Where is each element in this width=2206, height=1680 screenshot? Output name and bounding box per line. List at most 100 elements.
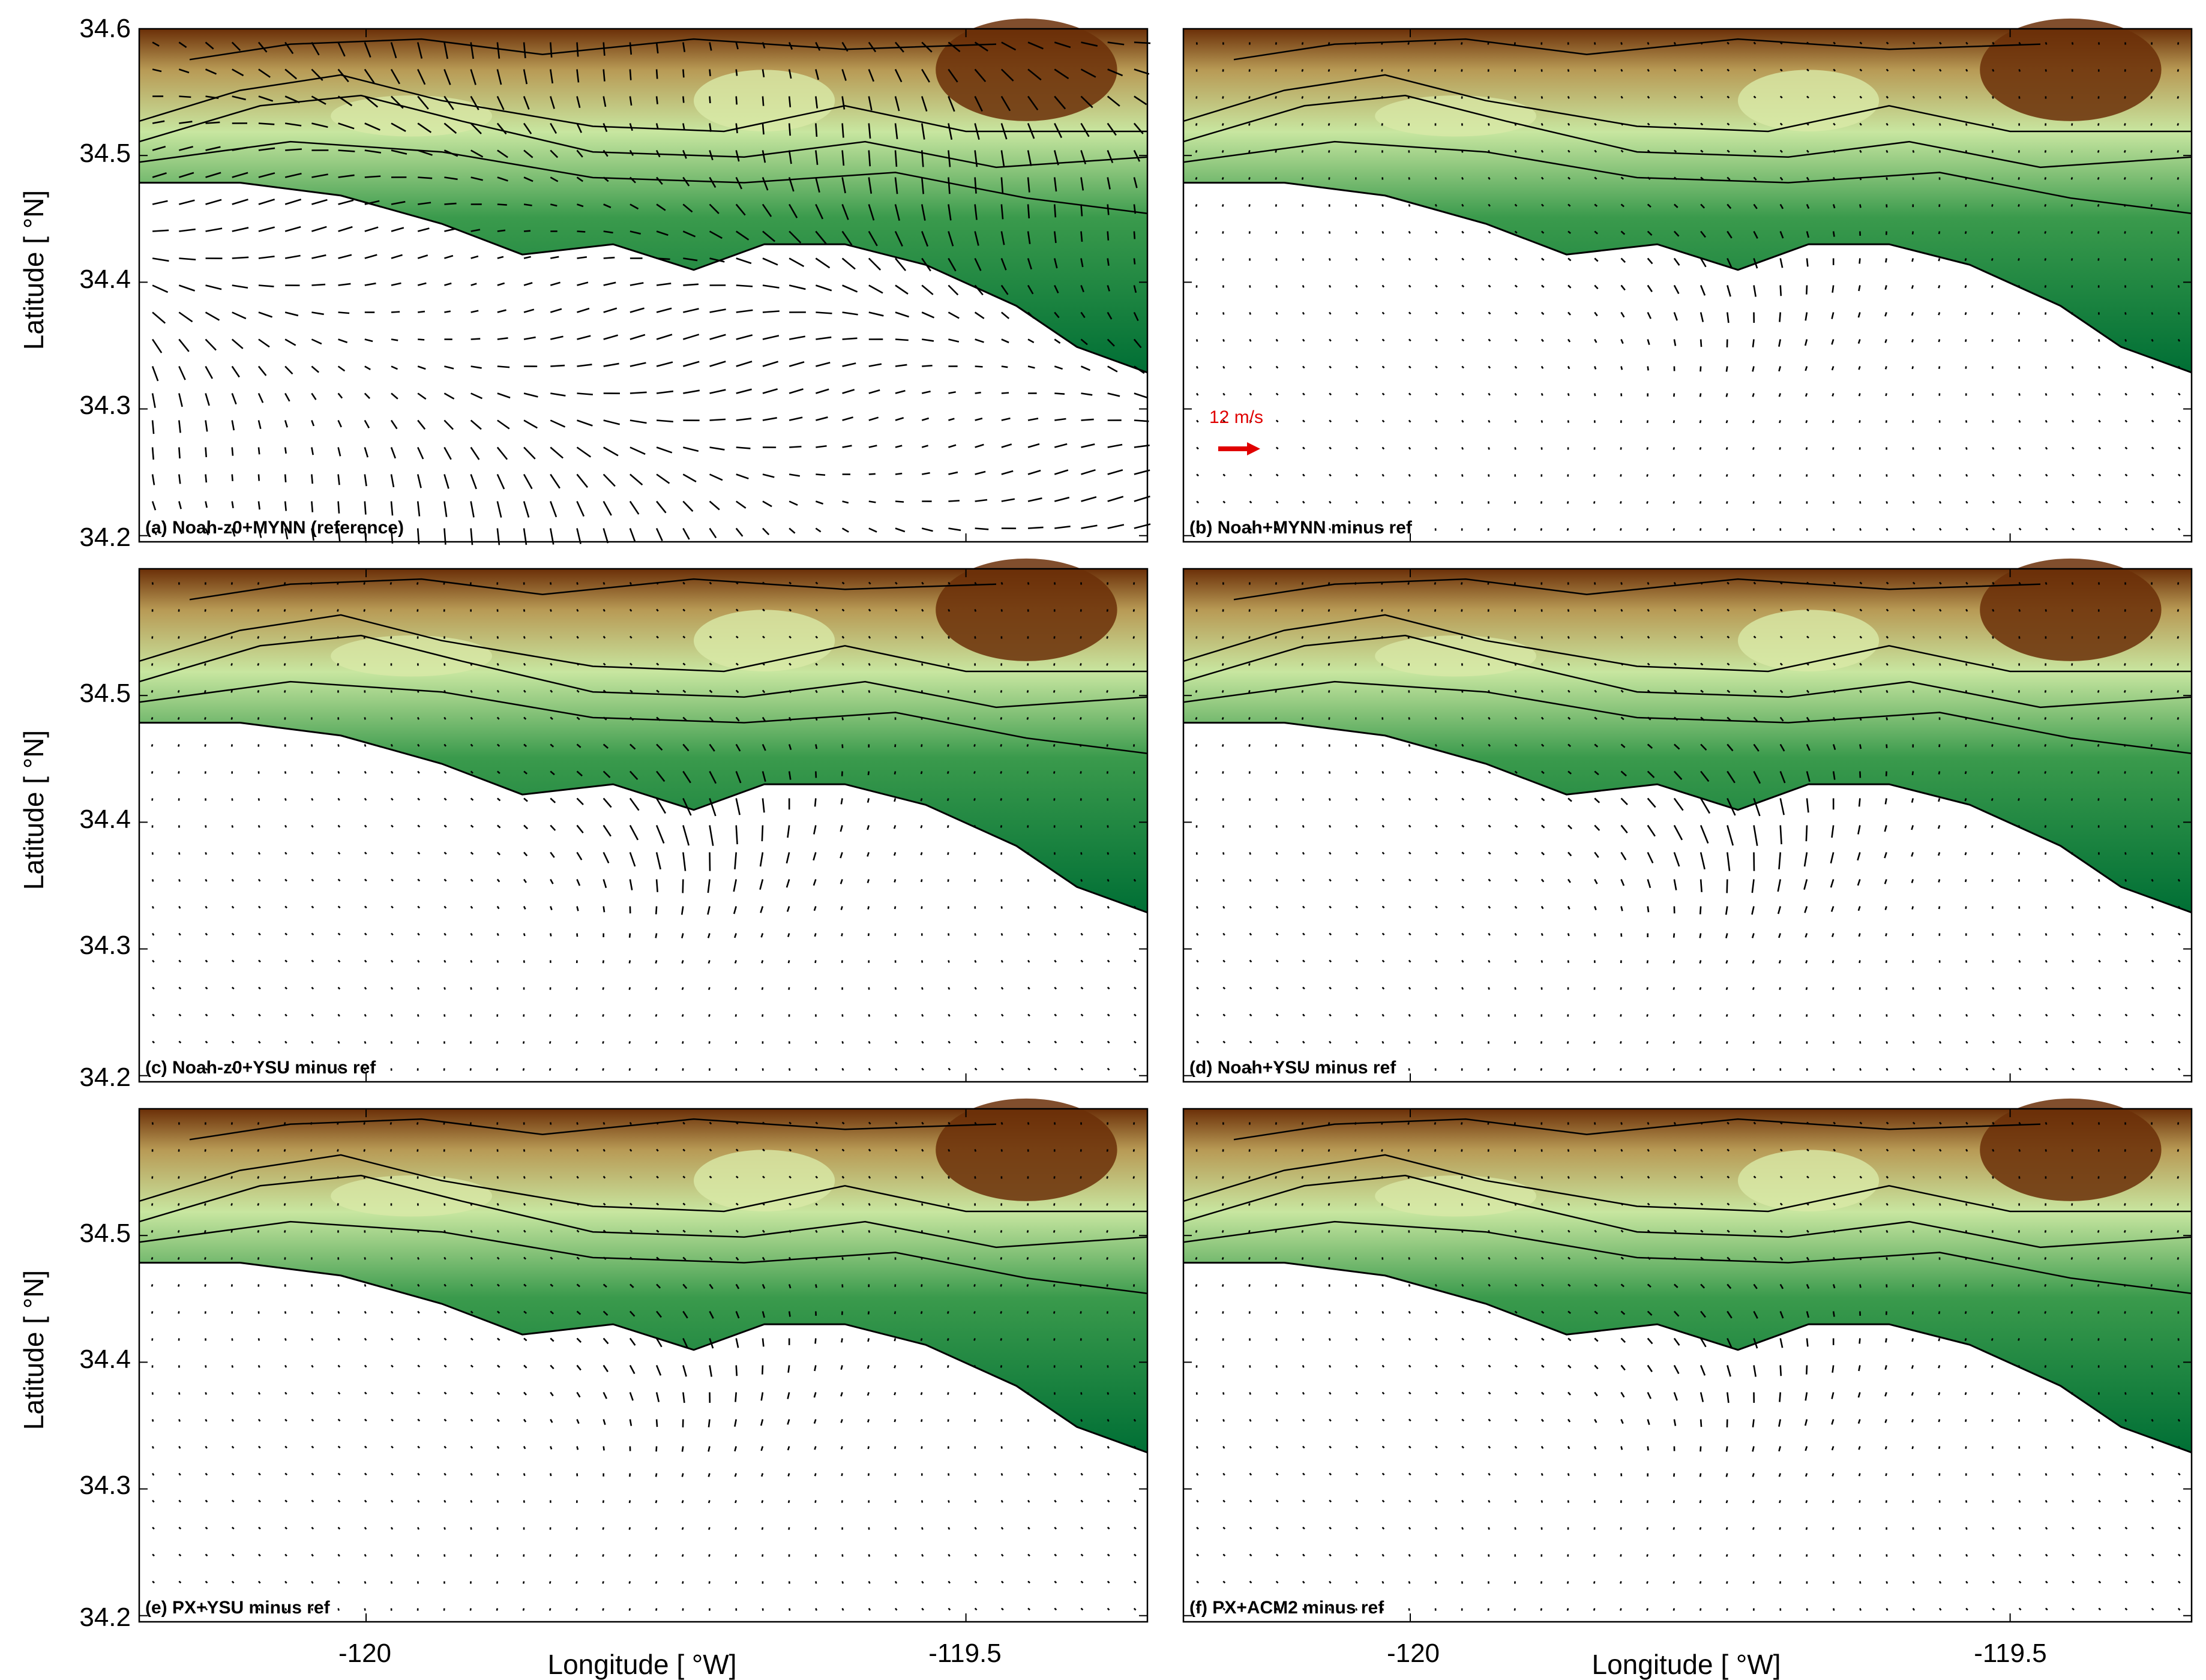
wind-vector xyxy=(1753,203,1758,209)
wind-vector xyxy=(1488,419,1491,423)
wind-vector xyxy=(1302,1391,1305,1395)
wind-vector xyxy=(152,41,160,47)
wind-vector xyxy=(762,310,780,313)
wind-vector xyxy=(1806,1554,1808,1557)
wind-vector xyxy=(443,1499,446,1503)
wind-vector xyxy=(417,227,430,232)
wind-vector xyxy=(1567,1418,1571,1423)
wind-vector xyxy=(205,121,220,124)
wind-vector xyxy=(549,1122,552,1125)
wind-vector xyxy=(1249,1607,1252,1611)
terrain-contour xyxy=(139,1154,1147,1213)
wind-vector xyxy=(1727,1256,1731,1261)
wind-vector xyxy=(1249,365,1252,369)
wind-vector xyxy=(1514,878,1518,882)
wind-vector xyxy=(523,336,536,340)
wind-vector xyxy=(1593,933,1596,937)
wind-vector xyxy=(550,743,555,748)
wind-vector xyxy=(762,1311,765,1318)
wind-vector xyxy=(2124,1067,2128,1071)
wind-vector xyxy=(1381,986,1385,990)
panel-a: (a) Noah-z0+MYNN (reference) xyxy=(138,18,1151,545)
wind-vector xyxy=(1831,366,1835,371)
wind-vector xyxy=(550,419,566,428)
wind-vector xyxy=(417,878,421,882)
wind-vector xyxy=(337,878,341,882)
wind-vector xyxy=(1752,1473,1755,1477)
wind-vector xyxy=(497,229,506,232)
wind-vector xyxy=(496,1202,499,1206)
wind-vector xyxy=(2098,932,2101,936)
wind-vector xyxy=(283,636,286,639)
wind-vector xyxy=(1700,176,1704,181)
wind-vector xyxy=(1806,1311,1809,1318)
wind-vector xyxy=(948,391,956,394)
wind-vector xyxy=(788,123,792,136)
wind-vector xyxy=(1355,905,1359,909)
wind-vector xyxy=(1859,662,1862,666)
wind-vector xyxy=(2044,744,2047,747)
wind-vector xyxy=(1133,1365,1136,1368)
wind-vector xyxy=(603,500,612,516)
wind-vector xyxy=(1806,1068,1808,1071)
wind-vector xyxy=(1107,932,1110,936)
wind-vector xyxy=(895,41,904,53)
wind-vector xyxy=(2071,1472,2074,1476)
wind-vector xyxy=(1107,41,1125,46)
wind-vector xyxy=(1106,1149,1108,1152)
x-axis-title: Longitude [ °W] xyxy=(547,1649,736,1680)
wind-vector xyxy=(868,1121,871,1125)
wind-vector xyxy=(735,689,739,694)
wind-vector xyxy=(947,1257,949,1260)
wind-vector xyxy=(417,905,421,909)
y-tick-label: 34.5 xyxy=(79,679,131,708)
wind-vector xyxy=(1302,338,1305,342)
wind-vector xyxy=(1275,1067,1279,1071)
wind-vector xyxy=(2071,582,2074,585)
wind-vector xyxy=(470,770,473,774)
wind-vector xyxy=(1381,96,1383,99)
wind-vector xyxy=(1964,1365,1967,1369)
wind-vector xyxy=(1106,636,1108,639)
wind-vector xyxy=(1886,41,1889,45)
wind-vector xyxy=(1647,203,1651,208)
wind-vector xyxy=(2150,204,2153,207)
wind-vector xyxy=(152,200,168,205)
wind-vector xyxy=(1620,284,1626,291)
wind-vector xyxy=(629,69,632,80)
wind-vector xyxy=(444,365,454,370)
wind-vector xyxy=(2045,1040,2048,1044)
wind-vector xyxy=(921,1607,924,1611)
wind-vector xyxy=(974,177,977,194)
wind-vector xyxy=(1302,986,1305,990)
wind-vector xyxy=(390,1310,394,1314)
y-tick-label: 34.5 xyxy=(79,1219,131,1248)
wind-vector xyxy=(231,986,235,990)
wind-vector xyxy=(390,1554,393,1557)
wind-vector xyxy=(682,1392,685,1403)
wind-vector xyxy=(205,501,208,508)
wind-vector xyxy=(1134,1013,1137,1017)
wind-vector xyxy=(364,1472,367,1476)
wind-vector xyxy=(867,771,870,775)
wind-vector xyxy=(1884,1446,1887,1450)
wind-vector xyxy=(1567,284,1572,289)
wind-vector xyxy=(1832,528,1835,531)
wind-vector xyxy=(1593,393,1596,397)
wind-vector xyxy=(868,123,871,139)
wind-vector xyxy=(550,1418,553,1423)
wind-vector xyxy=(1594,1446,1597,1450)
wind-vector xyxy=(1806,1014,1808,1017)
wind-vector xyxy=(1859,177,1862,181)
wind-vector xyxy=(1196,1472,1199,1476)
wind-vector xyxy=(283,663,286,666)
wind-vector xyxy=(550,851,555,858)
wind-vector xyxy=(470,122,482,134)
wind-vector xyxy=(974,960,977,963)
wind-vector xyxy=(1540,743,1545,747)
wind-vector xyxy=(1354,123,1357,126)
wind-vector xyxy=(417,254,428,259)
wind-vector xyxy=(443,582,445,585)
wind-vector xyxy=(1857,825,1861,835)
wind-vector xyxy=(894,1527,897,1530)
